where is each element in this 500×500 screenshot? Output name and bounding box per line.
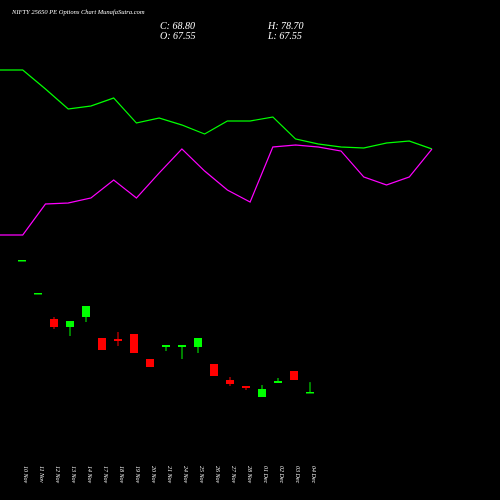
- x-tick-label: 02 Dec: [278, 466, 284, 483]
- x-tick-label: 21 Nov: [166, 466, 172, 484]
- candle-body: [114, 339, 122, 341]
- open-label: O: 67.55: [160, 31, 196, 42]
- x-tick-label: 17 Nov: [102, 466, 108, 484]
- x-tick-label: 24 Nov: [182, 466, 189, 484]
- candle-body: [194, 338, 202, 347]
- x-tick-label: 01 Dec: [262, 466, 268, 483]
- candle-body: [210, 364, 218, 376]
- candle-body: [162, 345, 170, 347]
- x-tick-label: 03 Dec: [294, 466, 300, 483]
- close-label: C: 68.80: [160, 21, 195, 32]
- indicator-line: [0, 69, 433, 150]
- candle-body: [242, 386, 250, 388]
- candle-body: [178, 345, 186, 347]
- x-tick-label: 19 Nov: [134, 466, 140, 484]
- candle-body: [274, 381, 282, 383]
- x-tick-label: 12 Nov: [54, 466, 60, 484]
- low-label: L: 67.55: [267, 31, 302, 42]
- candle-body: [82, 306, 90, 317]
- x-tick-label: 25 Nov: [198, 466, 204, 484]
- candle-body: [98, 338, 106, 350]
- candle-body: [50, 319, 58, 327]
- chart-title: NIFTY 25650 PE Options Chart MunafaSutra…: [11, 9, 145, 16]
- candle-body: [130, 334, 138, 353]
- candle-body: [18, 260, 26, 262]
- candle-body: [306, 392, 314, 394]
- x-tick-label: 28 Nov: [246, 466, 252, 484]
- x-tick-label: 04 Dec: [310, 466, 317, 483]
- x-tick-label: 26 Nov: [214, 466, 220, 484]
- x-tick-label: 11 Nov: [38, 466, 44, 483]
- candle-body: [258, 389, 266, 397]
- x-tick-label: 13 Nov: [70, 466, 76, 484]
- candle-body: [226, 380, 234, 384]
- x-tick-label: 20 Nov: [150, 466, 156, 484]
- x-tick-label: 27 Nov: [230, 466, 236, 484]
- indicator-line: [0, 144, 433, 236]
- x-tick-label: 18 Nov: [118, 466, 124, 484]
- high-label: H: 78.70: [267, 21, 304, 32]
- x-tick-label: 10 Nov: [22, 466, 28, 484]
- candle-body: [34, 293, 42, 295]
- candle-body: [146, 359, 154, 367]
- candle-body: [290, 371, 298, 380]
- candle-body: [66, 321, 74, 327]
- x-tick-label: 14 Nov: [86, 466, 93, 484]
